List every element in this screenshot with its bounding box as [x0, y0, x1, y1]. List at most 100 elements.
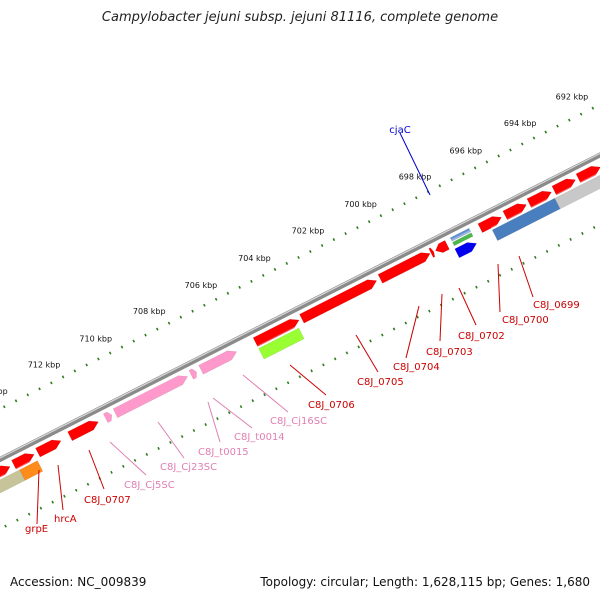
cds-feature — [11, 453, 35, 470]
outer-tick — [450, 178, 453, 182]
scale-label: 702 kbp — [292, 227, 325, 236]
cjac-blue-feature — [449, 227, 472, 242]
cds-feature-highlight — [34, 437, 52, 449]
inner-tick — [545, 249, 549, 253]
cds-feature — [428, 247, 436, 258]
gene-label: C8J_Cj16SC — [270, 416, 327, 427]
orange-feature-highlight — [18, 457, 38, 470]
outer-tick — [61, 375, 65, 379]
outer-tick — [532, 136, 536, 140]
label-leader-line — [212, 397, 253, 429]
outer-tick — [191, 309, 194, 313]
outer-tick — [332, 238, 336, 242]
inner-tick — [133, 458, 137, 462]
label-leader-line — [355, 334, 379, 373]
cds-feature-highlight — [550, 176, 567, 187]
inner-tick — [169, 440, 172, 445]
label-leader-line — [207, 401, 221, 443]
inner-tick — [16, 518, 19, 522]
backbone-highlight — [0, 152, 600, 459]
label-leader-line — [88, 449, 105, 490]
outer-tick — [285, 261, 289, 265]
inner-tick — [51, 500, 54, 504]
outer-tick — [414, 196, 418, 200]
scale-label: 698 kbp — [399, 172, 432, 181]
outer-tick — [120, 345, 124, 349]
blue-gray-feature-highlight — [490, 195, 555, 230]
cds-feature — [575, 165, 600, 184]
scale-label: 706 kbp — [185, 281, 218, 290]
inner-tick — [534, 255, 537, 259]
inner-tick — [86, 482, 90, 486]
outer-tick — [167, 321, 171, 325]
cds-feature — [299, 279, 378, 324]
cds-feature — [35, 439, 62, 458]
outer-tick — [73, 369, 77, 373]
inner-tick — [192, 429, 196, 433]
outer-tick — [179, 315, 183, 319]
inner-tick — [392, 327, 396, 331]
inner-tick — [416, 315, 419, 319]
rna-feature — [198, 350, 238, 375]
outer-tick — [238, 285, 241, 289]
cds-feature-highlight — [376, 250, 421, 275]
gene-label: C8J_0700 — [502, 315, 549, 326]
olive-feature-highlight — [0, 467, 20, 480]
cjac-blue-feature-highlight — [448, 225, 469, 238]
gene-label: C8J_0705 — [357, 377, 404, 388]
inner-tick — [263, 393, 266, 397]
inner-tick — [522, 261, 525, 265]
rna-feature — [102, 411, 113, 423]
outer-tick — [155, 327, 159, 331]
rna-feature — [112, 375, 189, 419]
cjac-green-feature — [452, 232, 474, 247]
cds-feature-highlight — [476, 213, 493, 224]
inner-tick — [298, 375, 302, 379]
inner-tick — [345, 351, 349, 355]
inner-tick — [486, 279, 490, 283]
label-leader-line — [157, 421, 185, 459]
rna-feature — [188, 368, 197, 380]
cds-feature-highlight — [298, 277, 368, 315]
inner-tick — [581, 231, 584, 235]
cds-feature — [477, 216, 502, 233]
gene-label: grpE — [25, 524, 48, 535]
trna-feature — [258, 327, 305, 360]
label-leader-line — [36, 469, 40, 525]
inner-tick — [180, 434, 184, 439]
scale-label: 704 kbp — [238, 254, 271, 263]
outer-tick — [203, 303, 206, 307]
feature-track — [0, 163, 600, 494]
inner-tick — [357, 345, 361, 349]
cds-feature — [551, 178, 576, 196]
cjac-green-feature-highlight — [451, 230, 472, 243]
scale-label: 692 kbp — [556, 93, 589, 102]
outer-tick — [556, 124, 559, 128]
label-leader-line — [497, 263, 501, 313]
inner-tick — [498, 273, 502, 277]
inner-tick — [27, 512, 31, 516]
inner-tick — [74, 488, 78, 492]
cjac-arrow-feature-highlight — [453, 239, 468, 249]
cds-feature-highlight — [0, 464, 1, 467]
accession-text: Accession: NC_009839 — [10, 575, 147, 589]
inner-tick — [145, 452, 149, 456]
cds-feature — [252, 318, 300, 347]
inner-tick — [404, 321, 408, 325]
inner-tick — [157, 446, 160, 450]
cds-feature-highlight — [431, 237, 445, 247]
trna-feature-highlight — [257, 325, 299, 349]
scale-label: 696 kbp — [450, 147, 483, 156]
map-title: Campylobacter jejuni subsp. jejuni 81116… — [101, 10, 499, 25]
outer-tick — [108, 351, 112, 355]
inner-tick — [569, 237, 572, 241]
outer-tick — [14, 399, 18, 403]
outer-tick — [520, 142, 524, 146]
label-leader-line — [458, 287, 477, 326]
scale-label: 694 kbp — [504, 119, 537, 128]
outer-tick — [403, 202, 406, 206]
inner-tick — [275, 387, 278, 391]
cds-feature — [526, 190, 552, 209]
cds-feature-highlight — [427, 245, 431, 249]
cds-feature-highlight — [66, 418, 89, 432]
